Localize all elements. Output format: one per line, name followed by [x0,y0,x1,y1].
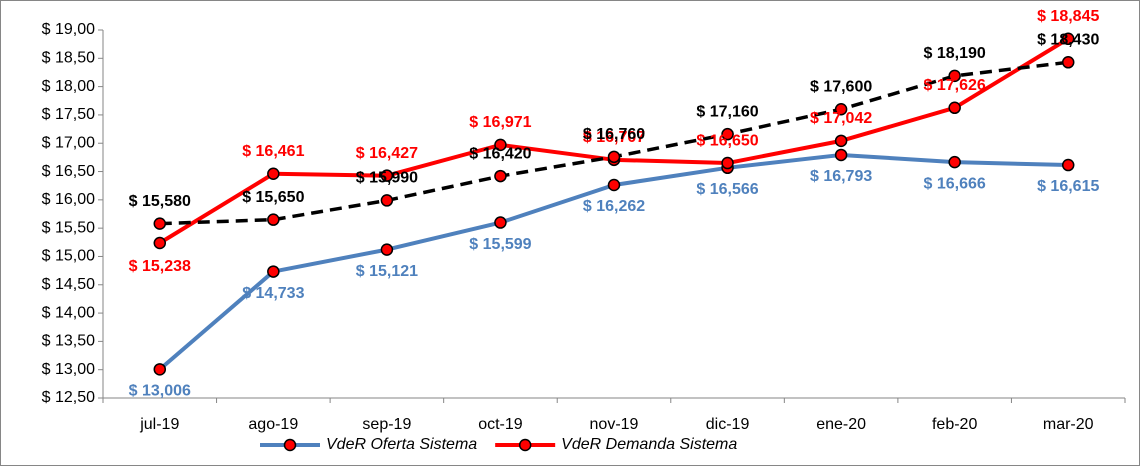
data-label: $ 18,845 [1037,8,1099,25]
data-label: $ 15,238 [129,258,191,275]
data-point [948,101,961,115]
data-point [153,363,167,376]
y-tick-label: $ 15,50 [42,219,95,236]
data-label: $ 17,042 [810,110,872,127]
data-point [607,150,621,164]
data-point [494,169,507,183]
data-label: $ 16,650 [696,132,758,149]
data-label: $ 18,430 [1037,31,1099,48]
data-label: $ 15,580 [129,193,191,210]
y-tick-label: $ 13,50 [42,333,95,350]
data-point [948,69,961,83]
data-label: $ 16,666 [924,175,986,192]
data-point [267,265,280,278]
data-point [1061,32,1075,46]
data-point [267,213,280,226]
data-point [380,243,394,256]
data-point [267,167,280,180]
data-label: $ 17,160 [696,103,758,120]
y-tick-label: $ 14,50 [42,276,95,293]
y-tick-label: $ 14,00 [42,304,95,321]
data-label: $ 15,650 [242,189,304,206]
x-tick-label: sep-19 [362,416,411,433]
data-label: $ 16,707 [583,129,645,146]
legend-marker [283,438,297,452]
y-tick-label: $ 12,50 [42,389,95,406]
data-point [153,236,167,250]
y-tick-label: $ 17,50 [42,106,95,123]
x-tick-label: nov-19 [590,416,639,433]
data-label: $ 16,461 [242,143,304,160]
data-label: $ 16,420 [469,145,531,162]
x-tick-label: oct-19 [478,416,523,433]
x-tick-label: dic-19 [706,416,750,433]
y-tick-label: $ 13,00 [42,361,95,378]
data-point [380,194,394,207]
data-point [607,178,621,192]
data-label: $ 15,599 [469,236,531,253]
data-point [1061,158,1075,172]
data-label: $ 17,600 [810,78,872,95]
data-label: $ 16,615 [1037,178,1099,195]
data-point [721,156,734,170]
data-point [834,134,848,148]
data-label: $ 16,262 [583,198,645,215]
data-point [153,217,167,230]
data-point [834,148,848,162]
y-tick-label: $ 18,50 [42,50,95,67]
data-label: $ 16,760 [583,126,645,143]
data-label: $ 16,971 [469,114,531,131]
data-label: $ 13,006 [129,383,191,400]
legend-marker [518,438,532,452]
data-point [494,216,507,229]
data-label: $ 18,190 [924,45,986,62]
data-label: $ 16,427 [356,145,418,162]
x-tick-label: jul-19 [139,416,179,433]
x-tick-label: ago-19 [248,416,298,433]
y-tick-label: $ 17,00 [42,134,95,151]
x-tick-label: mar-20 [1043,416,1094,433]
data-label: $ 17,626 [924,77,986,94]
data-point [721,127,734,141]
data-point [1061,56,1075,69]
data-point [948,155,961,169]
data-point [494,138,507,152]
y-tick-label: $ 18,00 [42,78,95,95]
data-label: $ 14,733 [242,285,304,302]
y-tick-label: $ 15,00 [42,248,95,265]
data-point [380,169,394,182]
y-tick-label: $ 16,50 [42,163,95,180]
data-label: $ 16,793 [810,168,872,185]
legend-label: VdeR Oferta Sistema [326,436,477,453]
x-tick-label: feb-20 [932,416,977,433]
x-tick-label: ene-20 [816,416,866,433]
legend-label: VdeR Demanda Sistema [561,436,737,453]
data-label: $ 15,990 [356,170,418,187]
data-label: $ 16,566 [696,181,758,198]
data-label: $ 15,121 [356,263,418,280]
data-point [834,103,848,116]
y-tick-label: $ 16,00 [42,191,95,208]
y-tick-label: $ 19,00 [42,21,95,38]
